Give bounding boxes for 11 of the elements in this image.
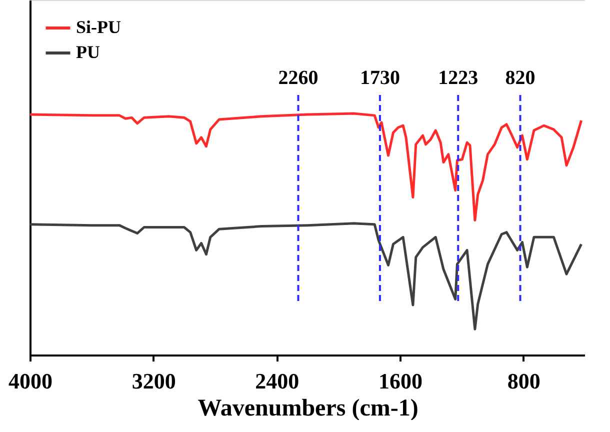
x-tick-label: 800 [507, 368, 540, 394]
x-tick-label: 1600 [378, 368, 422, 394]
legend-label: Si-PU [76, 17, 121, 37]
ref-line-label: 820 [505, 67, 536, 89]
x-tick-label: 2400 [255, 368, 300, 394]
legend-label: PU [76, 42, 100, 62]
ref-line-label: 1223 [438, 67, 478, 89]
x-tick-label: 3200 [132, 368, 176, 394]
ref-line-label: 2260 [278, 67, 318, 89]
x-tick-label: 4000 [8, 368, 52, 394]
ref-line-label: 1730 [360, 67, 400, 89]
